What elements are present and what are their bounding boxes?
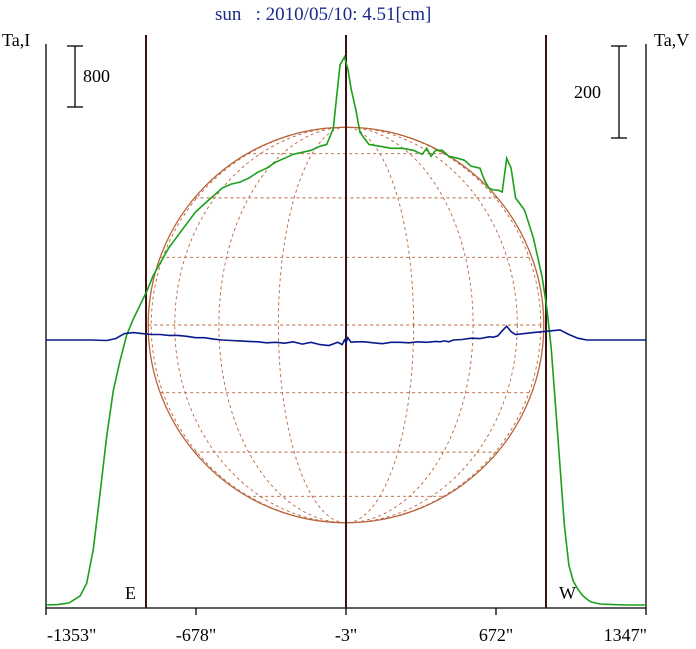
x-tick-label: -678": [176, 625, 216, 645]
left-scale-bar-label: 800: [83, 66, 110, 86]
solar-scan-chart: sun : 2010/05/10: 4.51[cm] Ta,I Ta,V 800…: [0, 0, 696, 649]
right-scale-bar: [611, 46, 627, 138]
x-axis-ticks: -1353" -678" -3" 672" 1347": [46, 608, 647, 645]
chart-title: sun : 2010/05/10: 4.51[cm]: [215, 4, 431, 25]
chart-title-rest: : 2010/05/10: 4.51[cm]: [241, 4, 431, 25]
east-marker: E: [125, 583, 136, 603]
x-tick-label: 672": [479, 625, 513, 645]
x-tick-label: 1347": [604, 625, 647, 645]
chart-title-object: sun: [215, 4, 242, 25]
left-scale-bar: [67, 46, 83, 107]
west-marker: W: [559, 583, 576, 603]
right-scale-bar-label: 200: [574, 82, 601, 102]
right-axis-label: Ta,V: [654, 30, 689, 50]
x-tick-label: -1353": [47, 625, 96, 645]
limb-center-lines: [146, 35, 546, 608]
x-tick-label: -3": [335, 625, 357, 645]
left-axis-label: Ta,I: [2, 30, 30, 50]
